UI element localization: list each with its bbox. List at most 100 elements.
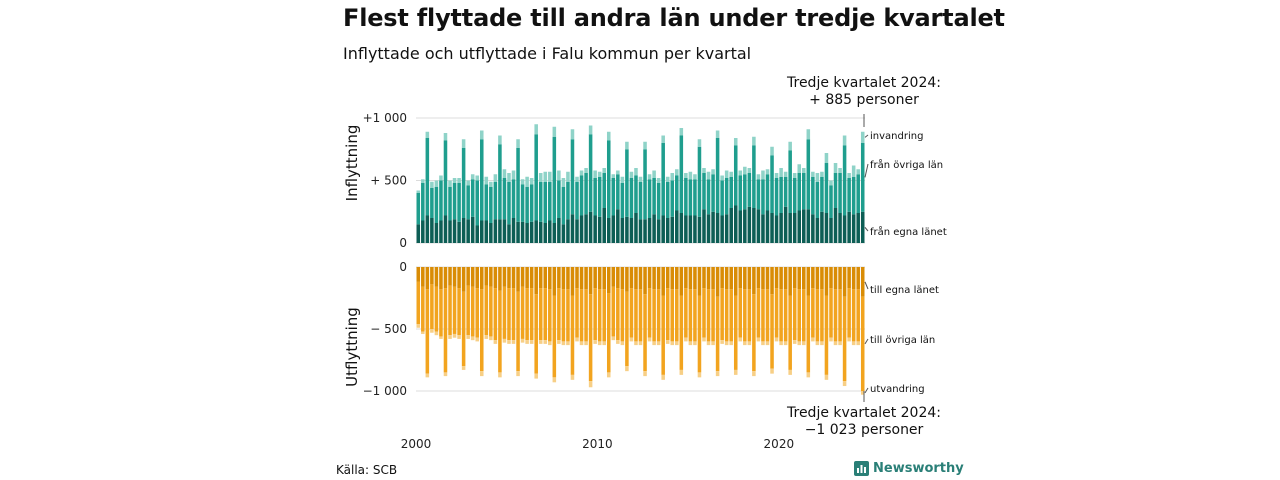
bar (679, 369, 684, 375)
bar (856, 289, 860, 342)
bar (498, 144, 502, 220)
bar (489, 181, 493, 187)
bar (516, 371, 520, 377)
bar (697, 372, 702, 378)
bar (561, 289, 566, 342)
bar (543, 267, 548, 289)
bar (679, 128, 684, 136)
bar (684, 178, 688, 216)
bar (743, 174, 747, 210)
bar (416, 267, 421, 282)
bar (448, 335, 452, 339)
bar (656, 219, 661, 243)
bar (593, 288, 597, 341)
bar (711, 289, 715, 342)
bar (479, 139, 484, 221)
bar (752, 267, 756, 295)
bar (684, 267, 688, 289)
bar (479, 371, 484, 377)
bar (602, 168, 606, 173)
bar (815, 289, 820, 342)
bar (788, 267, 792, 296)
bar (824, 213, 829, 243)
bar (675, 169, 679, 176)
bar (770, 368, 774, 374)
bar (811, 267, 815, 289)
bar (634, 168, 638, 176)
bar (520, 221, 525, 243)
bar (738, 170, 743, 176)
bar (470, 336, 475, 341)
bar (421, 183, 425, 221)
bar (625, 267, 629, 292)
bar (738, 288, 743, 338)
bar (638, 341, 643, 346)
bar (697, 216, 702, 243)
bar (557, 267, 561, 289)
bar (797, 164, 802, 173)
y-axis-title: Inflyttning (343, 125, 361, 202)
series-label: till övriga län (870, 335, 935, 346)
bar (611, 215, 616, 243)
bar (752, 136, 756, 146)
bar (761, 179, 765, 215)
leader-line (864, 338, 869, 345)
bar (665, 340, 670, 344)
bar (543, 181, 548, 223)
bar (652, 289, 656, 342)
bar (811, 214, 815, 243)
bar (616, 170, 620, 175)
bar (729, 171, 733, 177)
bar (783, 289, 788, 342)
bar (860, 267, 865, 297)
bar (774, 288, 779, 338)
bar (443, 267, 448, 289)
bar (602, 289, 606, 342)
bar (797, 173, 802, 211)
bar (475, 288, 479, 338)
bar (475, 267, 479, 289)
bar (448, 220, 452, 243)
bar (856, 169, 860, 175)
bar (597, 341, 602, 346)
bar (489, 267, 493, 287)
bar (511, 218, 516, 243)
bar (684, 173, 688, 178)
bar (774, 178, 779, 216)
bar (770, 294, 774, 369)
bar (538, 181, 543, 222)
bar (543, 288, 548, 341)
bar (860, 143, 865, 212)
bar (665, 176, 670, 182)
y-tick-label: 0 (399, 236, 407, 250)
bar (724, 289, 729, 342)
bar (761, 341, 765, 346)
bar (557, 340, 561, 344)
bar (679, 295, 684, 370)
bar (842, 381, 847, 387)
bar (838, 168, 842, 173)
bar (579, 170, 584, 176)
bar (593, 215, 597, 243)
bar (715, 213, 720, 243)
bar (838, 341, 842, 346)
bar (593, 178, 597, 216)
bar (860, 131, 865, 143)
bar (439, 336, 443, 339)
bar (529, 184, 534, 222)
bar (452, 219, 457, 243)
bar (570, 129, 575, 140)
bar (743, 341, 747, 346)
annotation-line: −1 023 personer (805, 422, 924, 438)
bar (733, 369, 738, 375)
bar (697, 146, 702, 217)
bar (625, 291, 629, 367)
bars-inflyttning (416, 124, 865, 243)
bar (792, 267, 797, 289)
bar (811, 176, 815, 215)
bar (606, 293, 611, 373)
bar (638, 181, 643, 220)
bar (430, 284, 434, 329)
bar (466, 185, 470, 220)
bar (421, 267, 425, 287)
